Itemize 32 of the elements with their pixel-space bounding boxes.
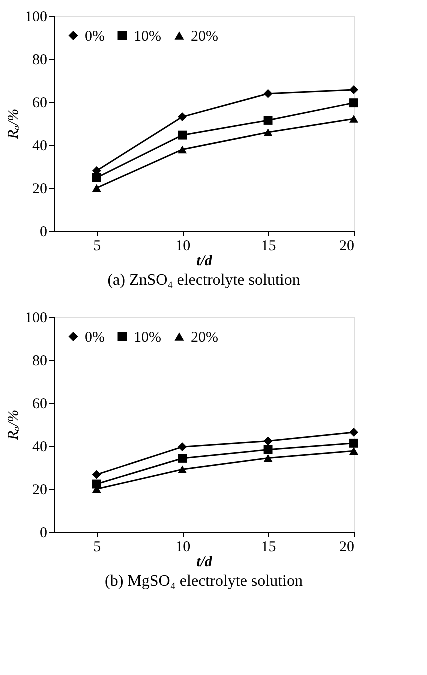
y-axis-title: Rₐ/% [6,410,22,442]
x-axis-title: t/d [196,554,213,570]
x-tick-label: 15 [261,238,276,254]
y-axis-title: Rₐ/% [6,108,22,140]
legend-label: 10% [134,28,162,45]
x-tick-label: 10 [176,238,191,254]
y-tick-label: 20 [32,182,48,198]
legend-label: 20% [191,330,218,346]
x-tick-label: 15 [261,540,276,556]
legend-label: 0% [85,330,105,346]
x-tick-label: 10 [176,540,191,556]
x-tick-label: 20 [340,540,354,556]
y-tick-label: 40 [32,138,48,154]
legend-label: 10% [134,330,162,346]
x-tick-label: 5 [94,540,102,556]
y-tick-label: 100 [25,310,48,326]
x-tick-label: 20 [340,238,354,254]
legend-label: 0% [85,28,105,45]
y-tick-label: 60 [32,96,48,112]
y-tick-label: 40 [32,440,48,456]
y-tick-label: 60 [32,396,48,412]
y-tick-label: 80 [32,354,48,370]
legend-label: 20% [191,28,218,45]
x-tick-label: 5 [94,238,102,254]
text: (b) MgSO₄ electrolyte solution [105,573,303,590]
y-tick-label: 100 [25,10,48,26]
text: (a) ZnSO₄ electrolyte solution [108,272,300,289]
y-tick-label: 0 [40,224,48,240]
x-axis-title: t/d [196,254,213,270]
y-tick-label: 20 [32,482,48,498]
y-tick-label: 0 [40,526,48,542]
y-tick-label: 80 [32,52,48,68]
